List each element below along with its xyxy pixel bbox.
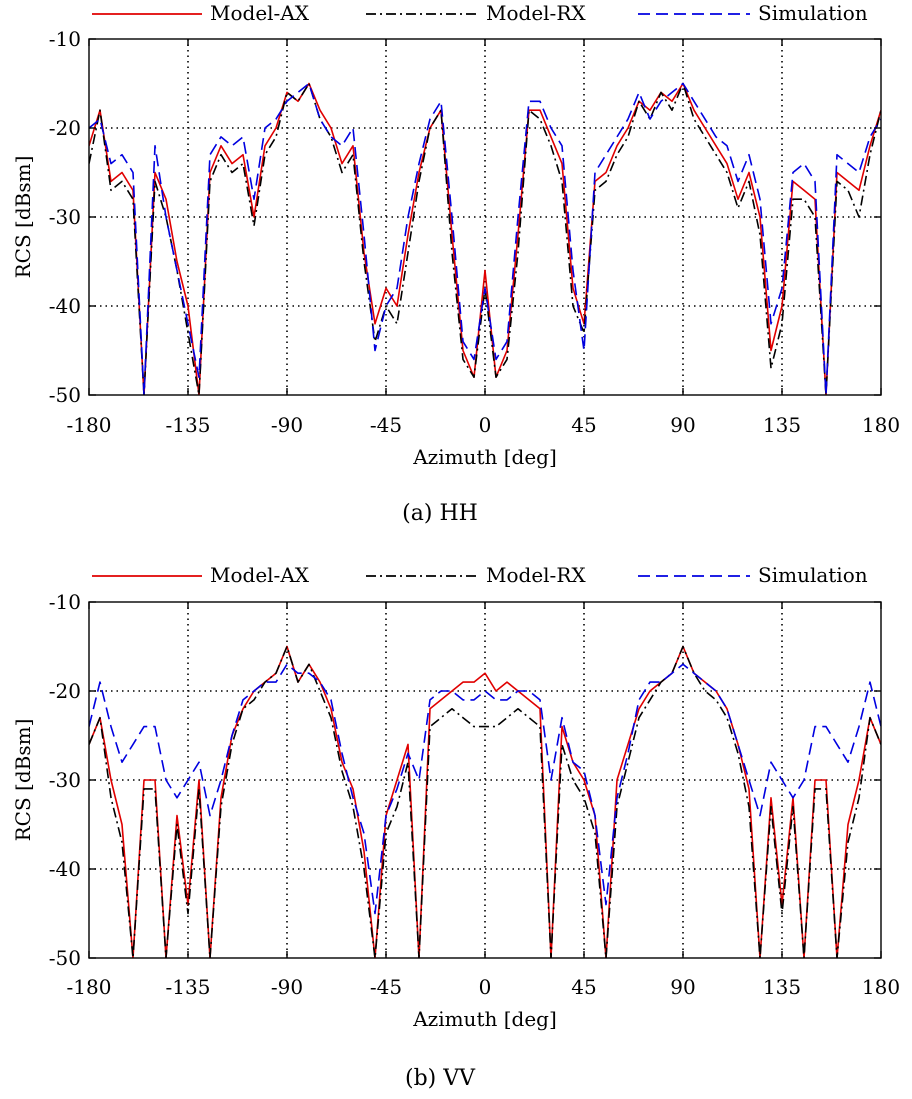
legend-label-simulation: Simulation — [758, 563, 868, 587]
y-tick-label: -50 — [49, 383, 81, 407]
y-tick-label: -40 — [49, 857, 81, 881]
x-tick-label: 0 — [479, 413, 492, 437]
x-tick-label: -180 — [67, 975, 112, 999]
x-tick-label: 135 — [763, 975, 801, 999]
x-tick-label: -180 — [67, 413, 112, 437]
x-tick-label: 0 — [479, 975, 492, 999]
legend-label-model-rx: Model-RX — [486, 1, 586, 25]
x-tick-label: -45 — [370, 975, 402, 999]
chart-caption: (a) HH — [402, 501, 478, 526]
y-tick-label: -50 — [49, 946, 81, 970]
chart-vv: -180 -135 -90 -45 0 45 90 135 180 -50 -40 -30 -20 -10… — [11, 563, 900, 1091]
series-model-ax — [89, 645, 881, 958]
series-model-ax — [89, 82, 881, 395]
legend-label-model-ax: Model-AX — [210, 1, 310, 25]
y-tick-label: -40 — [49, 294, 81, 318]
chart-hh: -180 -135 -90 -45 0 45 90 135 180 -50 -40 -30 -20 -10… — [11, 1, 900, 526]
x-tick-label: -90 — [271, 413, 303, 437]
x-tick-label: 90 — [670, 413, 695, 437]
chart-caption: (b) VV — [405, 1066, 476, 1091]
x-tick-label: -135 — [166, 975, 211, 999]
legend-label-simulation: Simulation — [758, 1, 868, 25]
x-tick-label: 45 — [571, 413, 596, 437]
figure-vv: -180 -135 -90 -45 0 45 90 135 180 -50 -40 -30 -20 -10… — [0, 560, 912, 1099]
legend-label-model-rx: Model-RX — [486, 563, 586, 587]
series-group — [89, 82, 881, 395]
x-tick-label: -90 — [271, 975, 303, 999]
series-simulation — [89, 82, 881, 395]
y-tick-label: -10 — [49, 27, 81, 51]
x-tick-label: 90 — [670, 975, 695, 999]
x-tick-label: 180 — [862, 975, 900, 999]
legend: Model-AX Model-RX Simulation — [92, 1, 868, 25]
x-tick-label: -135 — [166, 413, 211, 437]
x-tick-label: -45 — [370, 413, 402, 437]
y-axis-label: RCS [dBsm] — [11, 156, 35, 279]
x-tick-label: 135 — [763, 413, 801, 437]
x-tick-label: 180 — [862, 413, 900, 437]
series-group — [89, 645, 881, 958]
y-tick-label: -30 — [49, 205, 81, 229]
y-tick-label: -20 — [49, 116, 81, 140]
figure-hh: -180 -135 -90 -45 0 45 90 135 180 -50 -40 -30 -20 -10… — [11, 1, 900, 526]
legend-label-model-ax: Model-AX — [210, 563, 310, 587]
grid — [89, 39, 881, 395]
y-axis-label: RCS [dBsm] — [11, 719, 35, 842]
x-tick-label: 45 — [571, 975, 596, 999]
y-tick-label: -20 — [49, 679, 81, 703]
series-model-rx — [89, 82, 881, 395]
legend: Model-AX Model-RX Simulation — [92, 563, 868, 587]
series-model-rx — [89, 645, 881, 958]
x-axis-label: Azimuth [deg] — [412, 445, 557, 469]
y-tick-label: -10 — [49, 590, 81, 614]
grid — [89, 602, 881, 958]
x-axis-label: Azimuth [deg] — [412, 1007, 557, 1031]
y-tick-label: -30 — [49, 768, 81, 792]
